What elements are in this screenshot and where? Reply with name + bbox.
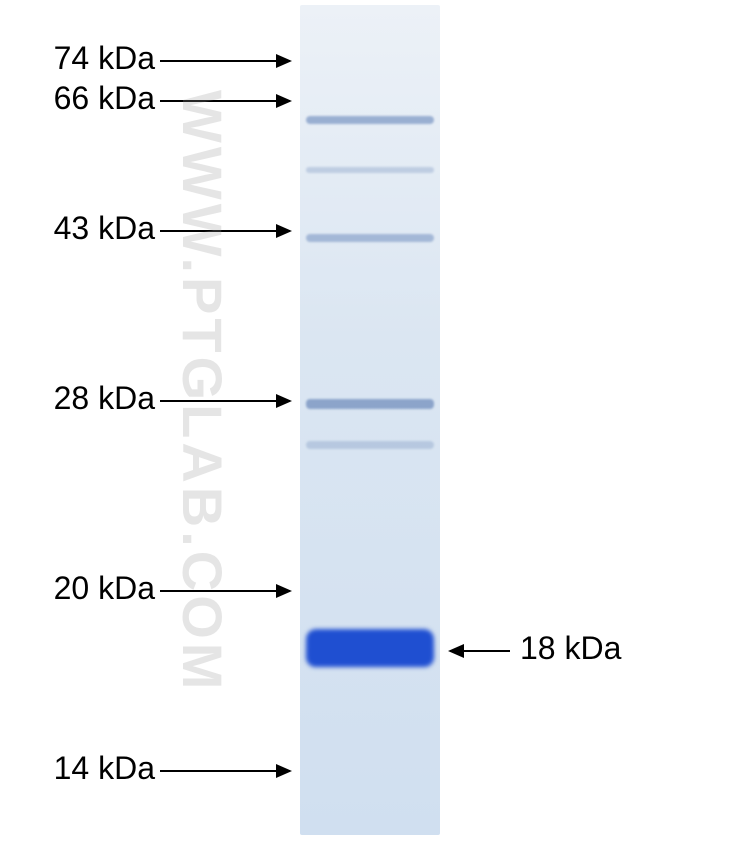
mw-marker-label: 28 kDa — [15, 380, 155, 417]
watermark-text: WWW.PTGLAB.COM — [170, 90, 235, 693]
marker-arrow — [160, 230, 290, 232]
gel-lane — [300, 5, 440, 835]
mw-marker-label: 14 kDa — [15, 750, 155, 787]
marker-arrow — [160, 590, 290, 592]
gel-band — [306, 234, 434, 242]
gel-band — [306, 629, 434, 667]
marker-arrow — [160, 100, 290, 102]
mw-marker-label: 43 kDa — [15, 210, 155, 247]
target-band-arrow — [450, 650, 510, 652]
marker-arrow — [160, 60, 290, 62]
gel-band — [306, 441, 434, 449]
gel-figure: 74 kDa66 kDa 43 kDa 28 kDa 20 kDa 14 kDa 18 k… — [0, 0, 740, 841]
gel-band — [306, 167, 434, 173]
target-band-label: 18 kDa — [520, 630, 621, 667]
marker-arrow — [160, 770, 290, 772]
mw-marker-label: 20 kDa — [15, 570, 155, 607]
gel-band — [306, 399, 434, 409]
gel-band — [306, 116, 434, 124]
mw-marker-label: 66 kDa — [15, 80, 155, 117]
mw-marker-label: 74 kDa — [15, 40, 155, 77]
marker-arrow — [160, 400, 290, 402]
